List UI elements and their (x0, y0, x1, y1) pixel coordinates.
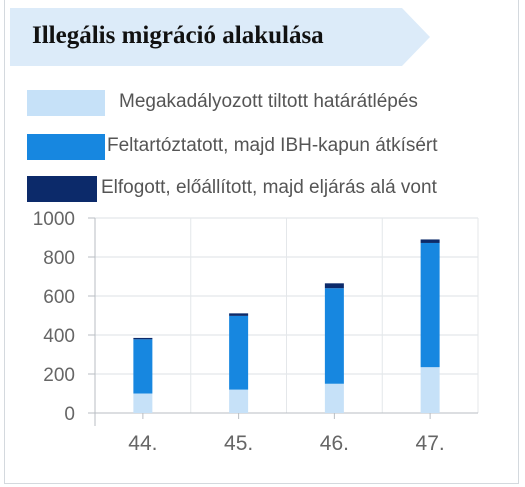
bar-chart: 0 200 400 600 800 1000 44. 45. 46. 47. (33, 209, 479, 455)
bar-caught (133, 337, 153, 340)
legend-swatch-blocked (27, 90, 105, 116)
bar-blocked (324, 383, 344, 413)
y-tick-label: 0 (64, 404, 75, 425)
bar-escorted (229, 315, 249, 390)
legend-item-caught[interactable]: Elfogott, előállított, majd eljárás alá … (27, 174, 517, 204)
bar-caught (420, 239, 440, 243)
y-tick-label: 1000 (33, 209, 75, 230)
legend-swatch-escorted (27, 134, 105, 160)
legend-item-blocked[interactable]: Megakadályozott tiltott határátlépés (27, 88, 517, 118)
bar-blocked (229, 389, 249, 413)
bar-caught (229, 313, 249, 316)
x-tick-label: 46. (320, 432, 349, 455)
bar-blocked (133, 393, 153, 413)
bar-caught (324, 283, 344, 289)
chart-title: Illegális migráció alakulása (32, 22, 324, 49)
y-tick-label: 800 (43, 248, 75, 269)
bar-escorted (420, 242, 440, 368)
title-banner-shape (10, 8, 430, 66)
legend-label-blocked: Megakadályozott tiltott határátlépés (119, 91, 418, 112)
legend-swatch-caught (27, 176, 97, 202)
x-tick-label: 44. (128, 432, 157, 455)
y-tick-label: 600 (43, 287, 75, 308)
x-tick-label: 45. (224, 432, 253, 455)
bar-escorted (133, 339, 153, 394)
legend-item-escorted[interactable]: Feltartóztatott, majd IBH-kapun átkísért (27, 132, 517, 162)
title-banner: Illegális migráció alakulása (10, 8, 436, 66)
legend-label-escorted: Feltartóztatott, majd IBH-kapun átkísért (107, 135, 438, 156)
y-tick-label: 400 (43, 326, 75, 347)
y-tick-label: 200 (43, 365, 75, 386)
legend-label-caught: Elfogott, előállított, majd eljárás alá … (101, 177, 437, 198)
bar-escorted (324, 288, 344, 384)
x-tick-label: 47. (416, 432, 445, 455)
bar-blocked (420, 367, 440, 413)
